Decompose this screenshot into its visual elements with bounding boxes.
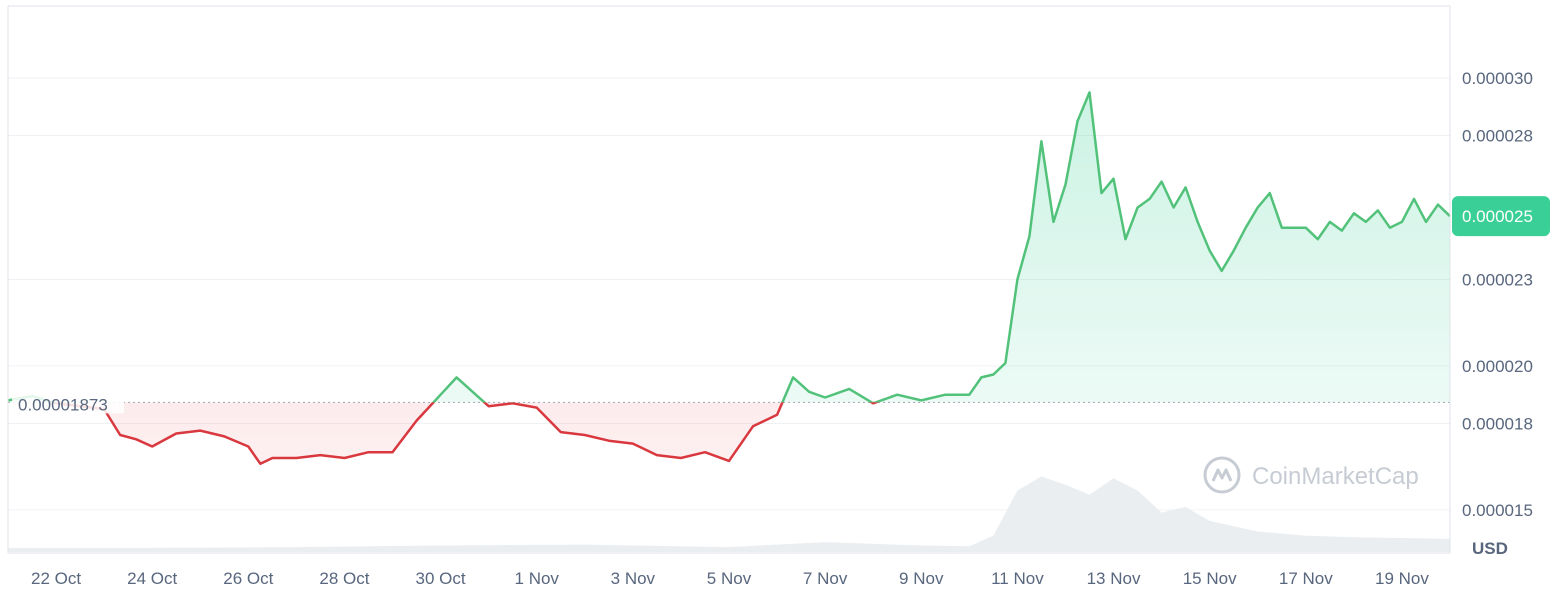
y-tick-label: 0.000023 <box>1462 271 1533 290</box>
current-price-tag: 0.000025 <box>1452 196 1550 237</box>
area-above-reference <box>8 92 1450 403</box>
x-tick-label: 26 Oct <box>223 569 273 588</box>
current-price-text: 0.000025 <box>1462 207 1533 226</box>
watermark: CoinMarketCap <box>1203 456 1419 494</box>
x-tick-label: 9 Nov <box>899 569 944 588</box>
price-line-above <box>7 91 1451 403</box>
coinmarketcap-logo-icon <box>1203 456 1241 494</box>
x-tick-label: 30 Oct <box>416 569 466 588</box>
x-tick-label: 11 Nov <box>991 569 1044 588</box>
reference-label-background <box>12 391 124 414</box>
y-tick-label: 0.000028 <box>1462 127 1533 146</box>
volume-area <box>8 476 1450 552</box>
x-tick-label: 22 Oct <box>31 569 81 588</box>
x-axis: 22 Oct 24 Oct 26 Oct 28 Oct 30 Oct 1 Nov 3 Nov… <box>31 569 1429 588</box>
y-axis: 0.000015 0.000018 0.000020 0.000023 0.000028… <box>1462 69 1533 520</box>
x-tick-label: 28 Oct <box>319 569 369 588</box>
currency-label: USD <box>1472 539 1508 558</box>
x-tick-label: 19 Nov <box>1375 569 1429 588</box>
y-tick-label: 0.000020 <box>1462 357 1533 376</box>
x-tick-label: 15 Nov <box>1183 569 1237 588</box>
x-tick-label: 1 Nov <box>515 569 560 588</box>
x-tick-label: 3 Nov <box>611 569 656 588</box>
reference-label-text: 0.00001873 <box>18 395 108 414</box>
reference-label: 0.00001873 <box>12 391 124 414</box>
area-below-reference <box>53 402 876 464</box>
current-price-background <box>1452 196 1550 237</box>
x-tick-label: 24 Oct <box>127 569 177 588</box>
watermark-text: CoinMarketCap <box>1252 463 1419 490</box>
x-tick-label: 17 Nov <box>1279 569 1333 588</box>
y-tick-label: 0.000018 <box>1462 414 1533 433</box>
x-tick-label: 7 Nov <box>803 569 848 588</box>
x-tick-label: 13 Nov <box>1087 569 1141 588</box>
volume-shape <box>8 476 1450 552</box>
y-tick-label: 0.000030 <box>1462 69 1533 88</box>
price-line-below <box>48 402 880 466</box>
x-tick-label: 5 Nov <box>707 569 752 588</box>
y-tick-label: 0.000015 <box>1462 501 1533 520</box>
